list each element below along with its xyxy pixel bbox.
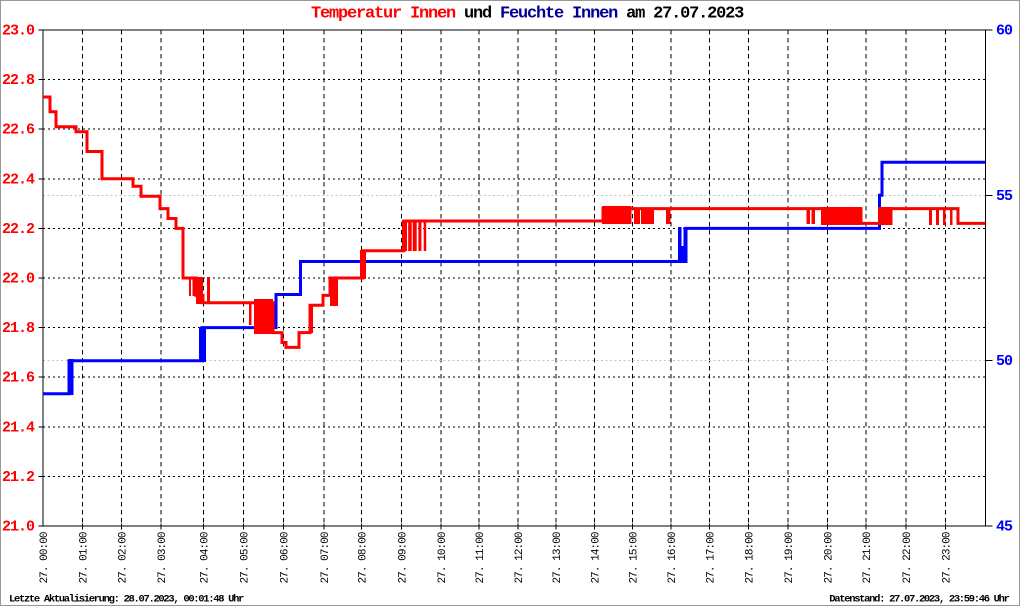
svg-text:55: 55 — [996, 188, 1013, 205]
svg-text:21.8: 21.8 — [2, 320, 35, 337]
svg-text:27. 22:00: 27. 22:00 — [902, 532, 914, 583]
svg-text:Temperatur Innen und Feuchte I: Temperatur Innen und Feuchte Innen am 27… — [311, 5, 744, 24]
svg-text:27. 18:00: 27. 18:00 — [745, 532, 757, 583]
svg-text:27. 00:00: 27. 00:00 — [39, 532, 51, 583]
svg-text:22.0: 22.0 — [2, 271, 35, 288]
svg-text:27. 16:00: 27. 16:00 — [667, 532, 679, 583]
svg-text:22.4: 22.4 — [2, 171, 35, 188]
svg-text:27. 13:00: 27. 13:00 — [552, 532, 564, 583]
svg-text:27. 12:00: 27. 12:00 — [514, 532, 526, 583]
svg-text:Letzte Aktualisierung: 28.07.2: Letzte Aktualisierung: 28.07.2023, 00:01… — [9, 594, 244, 606]
svg-text:Datenstand: 27.07.2023, 23:59:: Datenstand: 27.07.2023, 23:59:46 Uhr — [829, 594, 1009, 606]
svg-text:27. 02:00: 27. 02:00 — [118, 532, 130, 583]
svg-text:27. 15:00: 27. 15:00 — [629, 532, 641, 583]
svg-text:27. 19:00: 27. 19:00 — [784, 532, 796, 583]
svg-text:22.6: 22.6 — [2, 122, 35, 139]
svg-text:27. 05:00: 27. 05:00 — [240, 532, 252, 583]
svg-text:21.4: 21.4 — [2, 419, 35, 436]
svg-text:27. 14:00: 27. 14:00 — [591, 532, 603, 583]
svg-text:23.0: 23.0 — [2, 23, 35, 40]
svg-text:27. 21:00: 27. 21:00 — [862, 532, 874, 583]
svg-text:27. 20:00: 27. 20:00 — [824, 532, 836, 583]
svg-text:27. 06:00: 27. 06:00 — [280, 532, 292, 583]
svg-text:27. 03:00: 27. 03:00 — [157, 532, 169, 583]
svg-text:27. 07:00: 27. 07:00 — [320, 532, 332, 583]
svg-text:22.2: 22.2 — [2, 221, 35, 238]
svg-text:50: 50 — [996, 353, 1013, 370]
svg-text:21.0: 21.0 — [2, 519, 35, 536]
svg-text:21.6: 21.6 — [2, 370, 35, 387]
svg-text:45: 45 — [996, 519, 1013, 536]
svg-text:27. 10:00: 27. 10:00 — [437, 532, 449, 583]
svg-text:27. 23:00: 27. 23:00 — [942, 532, 954, 583]
svg-text:27. 01:00: 27. 01:00 — [78, 532, 90, 583]
svg-text:27. 17:00: 27. 17:00 — [706, 532, 718, 583]
svg-text:21.2: 21.2 — [2, 469, 35, 486]
svg-text:27. 09:00: 27. 09:00 — [397, 532, 409, 583]
svg-text:27. 08:00: 27. 08:00 — [357, 532, 369, 583]
svg-text:27. 11:00: 27. 11:00 — [475, 532, 487, 583]
svg-text:27. 04:00: 27. 04:00 — [200, 532, 212, 583]
svg-text:60: 60 — [996, 23, 1013, 40]
svg-text:22.8: 22.8 — [2, 72, 35, 89]
